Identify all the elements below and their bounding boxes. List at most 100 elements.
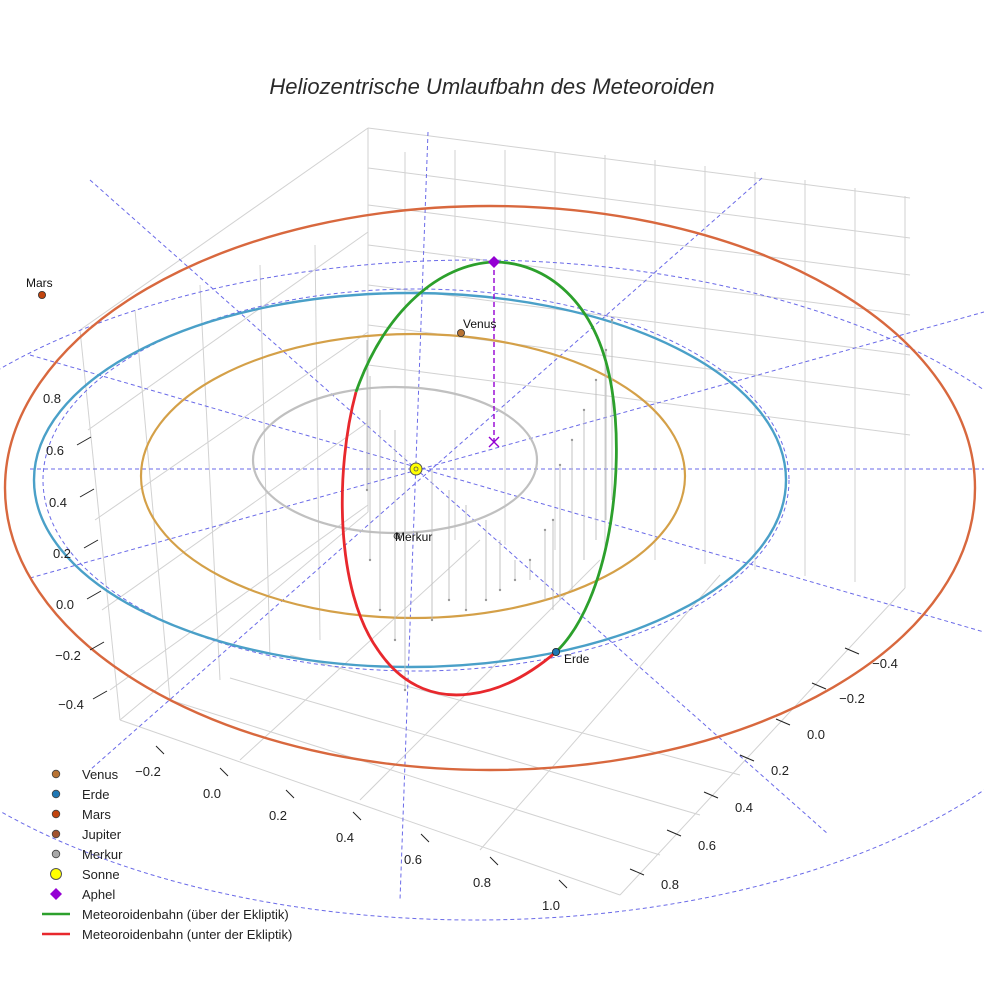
grid-back-horizontal-3 [367,244,911,316]
ecliptic-radial-3 [89,179,829,835]
grid-left-horizontal-1 [87,231,369,431]
z-tick-label: −0.4 [58,697,84,712]
grid-floor-line-3 [289,654,741,776]
legend-swatch-circle [51,769,61,779]
ecliptic-radial-6 [29,311,984,579]
y-tick-mark [629,868,645,876]
y-tick-mark [811,682,827,690]
y-tick-label: 0.2 [771,763,789,778]
z-tick-mark [83,539,99,549]
x-tick-label: −0.2 [135,764,161,779]
venus-label: Venus [463,317,496,331]
z-tick-mark [86,590,102,600]
legend-label: Meteoroidenbahn (über der Ekliptik) [82,907,289,922]
legend: Venus Erde Mars Jupiter Merkur Sonne Aphel Mete… [42,767,292,942]
legend-swatch-sun [50,868,62,880]
grid-left-vertical-3 [259,264,271,661]
x-tick-mark [558,879,568,889]
mercury-label: Merkur [395,530,432,544]
legend-swatch-circle [51,849,61,859]
ecliptic-grid [0,131,984,921]
grid-back-horizontal-1 [367,167,911,239]
x-tick-mark [219,767,229,777]
legend-label: Sonne [82,867,120,882]
legend-label: Aphel [82,887,115,902]
legend-label: Mars [82,807,111,822]
meteoroid-orbit [340,256,618,697]
x-tick-mark [155,745,165,755]
legend-label: Jupiter [82,827,122,842]
grid-floor-line-1 [169,699,661,856]
z-tick-mark [89,641,105,651]
planets: Venus Erde Mars Merkur [26,276,590,666]
z-tick-label: 0.2 [53,546,71,561]
y-tick-mark [666,829,682,837]
drop-point-7 [464,608,468,612]
ecliptic-radial-5 [29,354,984,633]
z-tick-mark [79,488,95,498]
drop-point-4 [403,688,407,692]
y-tick-mark [703,791,719,799]
grid-back-horizontal-6 [367,364,911,436]
grid-floor-depth-3 [479,574,721,851]
earth-orbit [32,291,788,669]
x-tick-mark [420,833,430,843]
grid-floor-line-0 [119,719,621,896]
mars-orbit [3,204,977,772]
chart-title: Heliozentrische Umlaufbahn des Meteoroid… [269,74,715,99]
drop-point-10 [513,578,517,582]
meteoroid-orbit-below [340,391,557,697]
grid-left-horizontal-0 [79,127,369,331]
y-tick-mark [775,718,791,726]
grid-back-horizontal-2 [367,204,911,276]
x-tick-label: 0.2 [269,808,287,823]
drop-point-18 [604,348,608,352]
z-tick-label: 0.4 [49,495,67,510]
z-tick-label: 0.0 [56,597,74,612]
aphel-projection-marker [488,436,500,448]
drop-point-1 [368,558,372,562]
sun-marker [409,462,423,476]
y-tick-mark [844,647,860,655]
axis-ticks: 0.8 0.6 0.4 0.2 0.0 −0.2 −0.4 −0.2 0.0 0.2 0.4 0.6 0… [43,391,898,913]
drop-point-0 [365,488,369,492]
legend-label: Merkur [82,847,123,862]
drop-point-16 [582,408,586,412]
ecliptic-earth-circle [42,288,790,672]
mars-marker [38,290,47,299]
drop-point-6 [447,598,451,602]
z-tick-label: 0.6 [46,443,64,458]
drop-point-9 [498,588,502,592]
grid-floor-depth-0 [119,511,369,721]
legend-swatch-diamond [50,888,62,900]
x-tick-label: 0.6 [404,852,422,867]
earth-marker [552,648,561,657]
drop-point-13 [551,518,555,522]
legend-swatch-circle [51,809,61,819]
venus-marker [456,328,465,337]
drop-point-11 [528,558,532,562]
x-tick-mark [489,856,499,866]
z-tick-mark [92,690,108,700]
grid-left-vertical-0 [79,329,121,721]
grid-floor-line-2 [229,677,701,816]
planet-orbits [3,204,977,772]
drop-point-5 [430,618,434,622]
x-tick-mark [352,811,362,821]
ecliptic-radial-2 [399,131,429,901]
earth-label: Erde [564,652,590,666]
grid-floor-depth-4 [619,587,906,896]
z-tick-label: −0.2 [55,648,81,663]
aphel-marker [488,256,500,268]
y-tick-label: 0.0 [807,727,825,742]
grid-left-horizontal-3 [101,421,369,611]
legend-label: Venus [82,767,119,782]
x-tick-label: 0.4 [336,830,354,845]
legend-swatch-circle [51,789,61,799]
meteoroid-orbit-above [354,260,618,654]
x-tick-label: 1.0 [542,898,560,913]
grid-back-horizontal-0 [367,127,911,199]
ecliptic-radial-4 [89,177,763,771]
y-tick-mark [739,754,755,762]
